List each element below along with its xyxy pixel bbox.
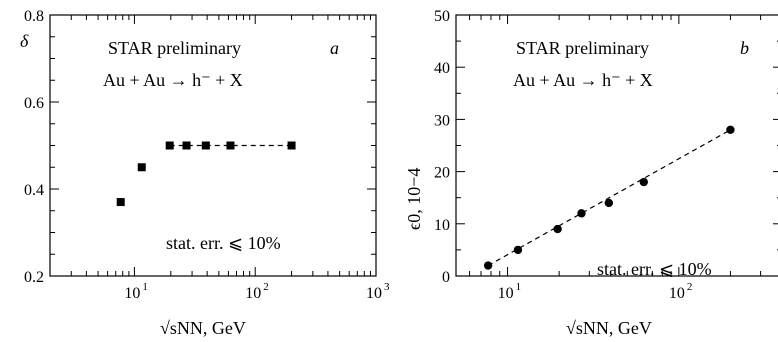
data-point-a [165, 141, 174, 150]
data-point-a [226, 141, 235, 150]
title-b: STAR preliminary [516, 38, 649, 58]
data-point-b [577, 209, 586, 218]
y-tick-label-a: 0.2 [24, 269, 44, 286]
ticks-a [49, 14, 377, 277]
panel-label-a: a [330, 38, 339, 58]
annotation-a: stat. err. ⩽ 10% [166, 233, 281, 253]
data-point-a [137, 163, 146, 172]
data-point-b [639, 177, 648, 187]
subtitle-b: Au + Au → h⁻ + X [513, 70, 653, 90]
y-tick-label-b: 10 [434, 217, 450, 234]
fit-line-b-group [487, 129, 731, 267]
y-tick-label-a: 0.8 [24, 8, 44, 25]
y-tick-label-b: 50 [434, 8, 450, 25]
data-point-b [483, 261, 493, 270]
y-tick-label-a: 0.6 [24, 95, 44, 112]
data-point-b [604, 198, 614, 208]
y-tick-label-b: 0 [442, 269, 450, 286]
panel-a: 0.20.40.60.810 1 10 2 10 3 STAR preliminary A… [20, 8, 390, 338]
y-tick-label-b: 30 [434, 112, 450, 129]
x-tick-label-b: 10 [498, 285, 514, 302]
data-point-b [726, 125, 735, 135]
data-points-a [116, 141, 296, 207]
data-points-b [483, 125, 735, 270]
x-tick-exponent-a: 1 [142, 281, 148, 293]
x-tick-exponent-b: 2 [687, 281, 693, 293]
y-tick-label-b: 40 [434, 60, 450, 77]
x-tick-label-b: 10 [669, 285, 685, 302]
xlabel-b: √sNN, GeV [566, 318, 652, 338]
data-point-a [182, 141, 191, 150]
ylabel-b: ϵ0, 10−4 [404, 168, 424, 230]
x-tick-label-a: 10 [366, 285, 382, 302]
x-tick-exponent-a: 2 [263, 281, 269, 293]
x-tick-label-a: 10 [245, 285, 261, 302]
y-tick-label-a: 0.4 [24, 182, 44, 199]
annotation-b: stat. err. ⩽ 10% [597, 259, 712, 279]
fit-line-b [487, 129, 731, 267]
y-tick-label-b: 20 [434, 165, 450, 182]
xlabel-a: √sNN, GeV [160, 318, 246, 338]
x-tick-exponent-b: 1 [516, 281, 522, 293]
data-point-b [513, 245, 523, 255]
data-point-a [201, 141, 210, 150]
x-tick-exponent-a: 3 [384, 281, 390, 293]
tick-labels-a: 0.20.40.60.810 1 10 2 10 3 [24, 8, 390, 302]
data-point-a [287, 141, 296, 150]
data-point-b [553, 224, 562, 234]
panel-label-b: b [740, 38, 749, 58]
data-point-a [116, 198, 125, 207]
x-tick-label-a: 10 [124, 285, 140, 302]
title-a: STAR preliminary [108, 38, 241, 58]
subtitle-a: Au + Au → h⁻ + X [103, 70, 243, 90]
ylabel-a: δ [20, 31, 29, 51]
